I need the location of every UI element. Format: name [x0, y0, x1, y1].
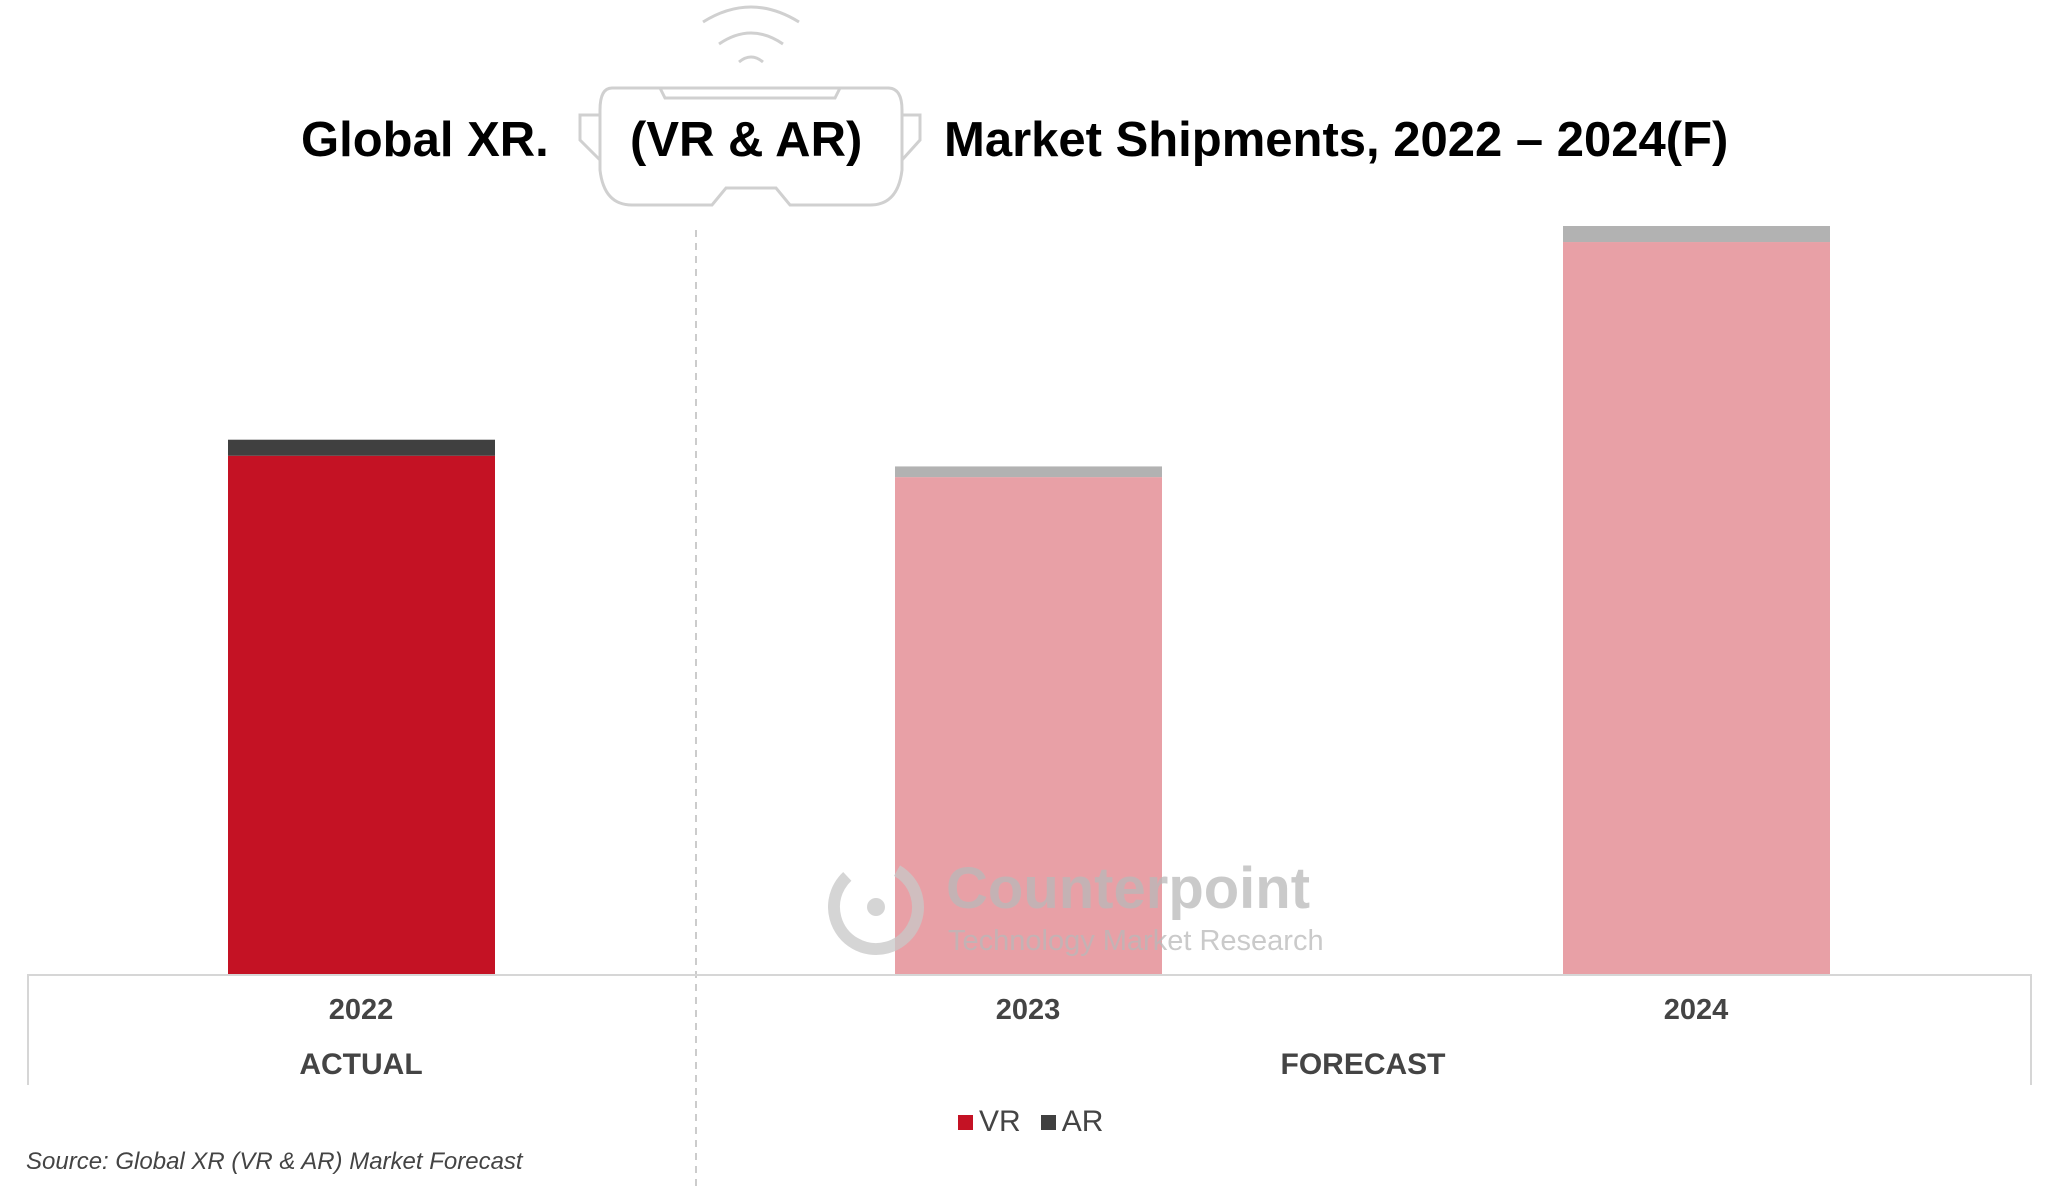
legend-label-ar: AR — [1061, 1105, 1104, 1138]
x-axis-frame — [27, 974, 2032, 1085]
vr-headset-icon — [578, 5, 922, 207]
source-note: Source: Global XR (VR & AR) Market Forec… — [26, 1148, 523, 1175]
title-part-2: (VR & AR) — [630, 113, 863, 167]
period-label-actual: ACTUAL — [299, 1048, 423, 1081]
watermark-tagline: Technology Market Research — [948, 925, 1324, 957]
x-tick-label: 2023 — [995, 994, 1061, 1026]
bar-ar-2022 — [228, 439, 495, 456]
title-part-1: Global XR. — [301, 113, 549, 167]
bar-vr-2022 — [228, 455, 495, 974]
legend-swatch-vr — [958, 1114, 973, 1130]
x-tick-label: 2022 — [328, 994, 394, 1026]
watermark-brand: Counterpoint — [946, 856, 1311, 921]
legend: VR AR — [958, 1105, 1103, 1139]
legend-label-vr: VR — [979, 1105, 1021, 1138]
legend-swatch-ar — [1040, 1114, 1056, 1130]
counterpoint-logo-icon — [828, 859, 924, 955]
bar-ar-2023 — [895, 466, 1162, 478]
title-part-3: Market Shipments, 2022 – 2024(F) — [944, 113, 1729, 167]
bar-vr-2023 — [895, 477, 1162, 974]
period-label-forecast: FORECAST — [1280, 1048, 1446, 1081]
x-tick-label: 2024 — [1663, 994, 1729, 1026]
bar-ar-2024 — [1563, 226, 1830, 243]
bar-vr-2024 — [1563, 242, 1830, 974]
